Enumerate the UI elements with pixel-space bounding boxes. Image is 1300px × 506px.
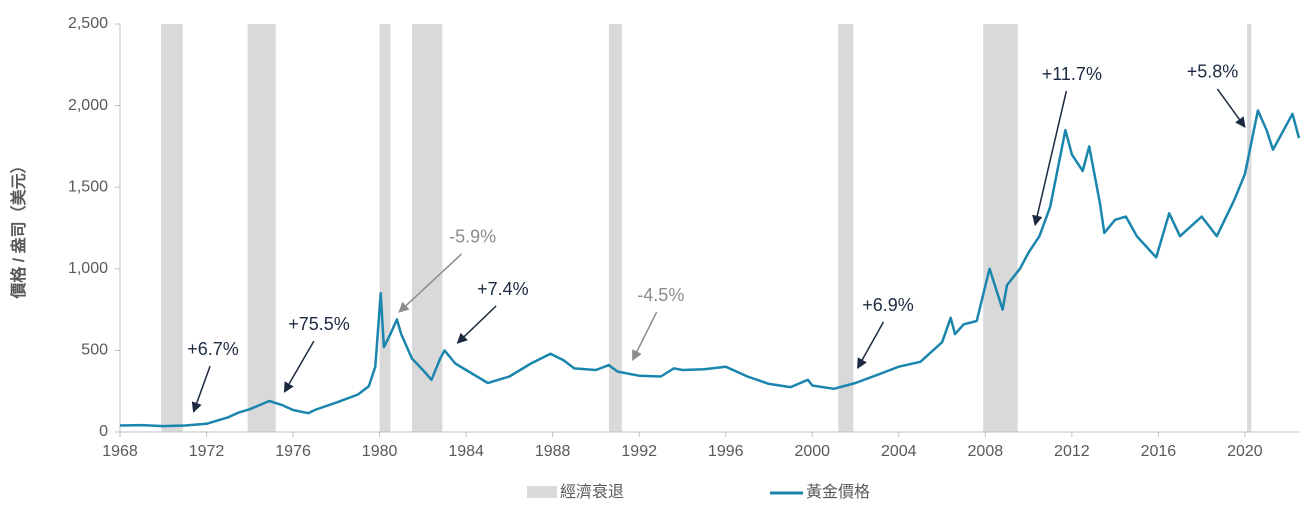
legend-label: 經濟衰退 [560, 483, 624, 501]
x-tick-label: 1988 [535, 443, 571, 460]
annotation-arrow [191, 365, 211, 413]
x-tick-label: 1980 [362, 443, 398, 460]
recession-band [247, 24, 276, 432]
y-tick-label: 2,000 [68, 97, 108, 114]
recession-band [983, 24, 1018, 432]
x-tick-label: 2012 [1054, 443, 1090, 460]
y-tick-label: 500 [81, 342, 108, 359]
annotation-arrow [283, 340, 315, 393]
annotation-arrow [1216, 88, 1246, 128]
annotation-label: +7.4% [477, 279, 529, 299]
annotation-arrow [398, 253, 463, 313]
annotation-label: -5.9% [449, 227, 496, 247]
recession-band [412, 24, 443, 432]
x-tick-label: 1968 [102, 443, 138, 460]
legend-swatch [527, 486, 557, 498]
x-tick-label: 1984 [448, 443, 484, 460]
annotation-label: +6.9% [862, 295, 914, 315]
x-tick-label: 2004 [881, 443, 917, 460]
x-tick-label: 1976 [275, 443, 311, 460]
recession-band [608, 24, 622, 432]
annotation-arrow [1032, 90, 1068, 227]
annotation-label: +75.5% [288, 314, 350, 334]
annotation-arrow [456, 305, 497, 344]
recession-band [379, 24, 391, 432]
annotation-arrow [632, 311, 658, 361]
x-tick-label: 2020 [1227, 443, 1263, 460]
x-tick-label: 2016 [1141, 443, 1177, 460]
annotation-label: +11.7% [1042, 64, 1102, 84]
recession-band [1247, 24, 1252, 432]
annotation-label: +6.7% [187, 339, 239, 359]
legend-label: 黃金價格 [806, 483, 870, 501]
x-tick-label: 2008 [968, 443, 1004, 460]
y-tick-label: 2,500 [68, 15, 108, 32]
annotation-label: -4.5% [637, 285, 684, 305]
annotation-arrow [857, 321, 885, 369]
x-tick-label: 1992 [621, 443, 657, 460]
y-tick-label: 0 [99, 423, 108, 440]
recession-band [838, 24, 854, 432]
x-tick-label: 1972 [189, 443, 225, 460]
x-tick-label: 2000 [794, 443, 830, 460]
y-tick-label: 1,500 [68, 178, 108, 195]
y-tick-label: 1,000 [68, 260, 108, 277]
y-axis-label: 價格 / 盎司（美元） [9, 157, 28, 299]
price-line [119, 109, 1300, 428]
annotation-label: +5.8% [1187, 62, 1239, 82]
x-tick-label: 1996 [708, 443, 744, 460]
recession-band [161, 24, 183, 432]
